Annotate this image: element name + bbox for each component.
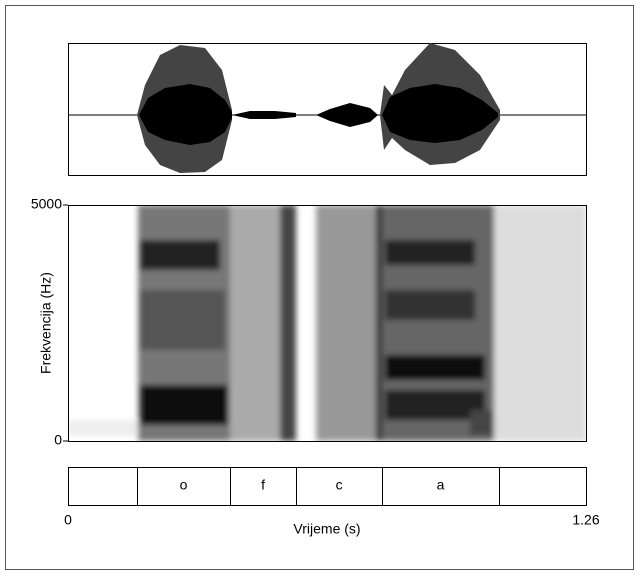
x-tick-label: 1.26	[572, 512, 599, 528]
tier-label: c	[336, 477, 343, 493]
x-tick-label: 0	[64, 512, 72, 528]
y-axis-label: Frekvencija (Hz)	[38, 272, 54, 374]
tier-label: a	[437, 477, 445, 493]
tier-label: o	[180, 477, 188, 493]
tier-box	[68, 467, 587, 506]
y-tick-label: 0	[54, 432, 62, 448]
y-tick-label: 5000	[31, 196, 62, 212]
tier-label: f	[261, 477, 265, 493]
spectrogram	[68, 205, 587, 442]
waveform	[68, 43, 587, 176]
x-axis-label: Vrijeme (s)	[293, 521, 360, 537]
